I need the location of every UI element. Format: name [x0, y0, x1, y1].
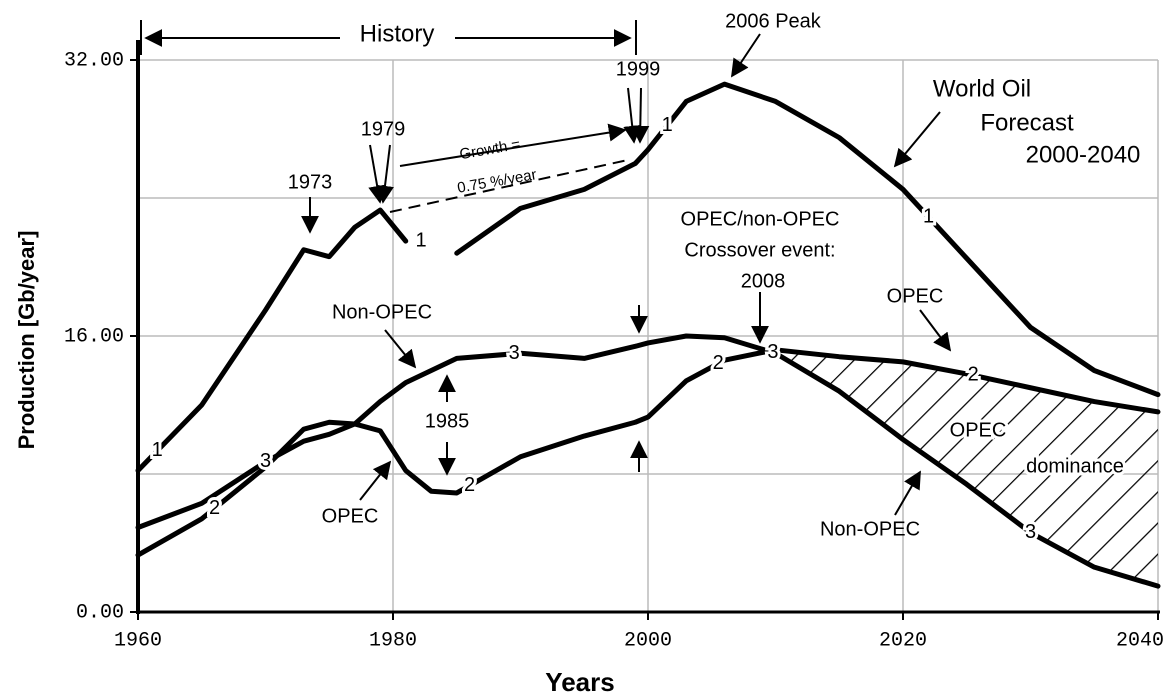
- x-tick-label: 2000: [624, 629, 672, 652]
- arrow: [919, 309, 952, 352]
- grid: [130, 59, 1159, 620]
- arrow: [631, 87, 650, 144]
- series-line: [135, 81, 1161, 474]
- arrow: [376, 144, 394, 204]
- annotation: 1973: [288, 171, 333, 193]
- annotation: World Oil: [933, 75, 1031, 102]
- annotation: dominance: [1026, 455, 1124, 477]
- series-label: 3: [509, 342, 520, 364]
- arrow: [359, 460, 392, 501]
- x-tick-label: 2040: [1116, 629, 1164, 652]
- series-label: 3: [260, 450, 271, 472]
- series-label: 2: [713, 352, 724, 374]
- series-label: 1: [152, 439, 163, 461]
- series-label: 2: [209, 497, 220, 519]
- y-tick-label: 0.00: [76, 601, 124, 624]
- y-axis-label: Production [Gb/year]: [14, 231, 39, 450]
- y-tick-label: 16.00: [64, 325, 124, 348]
- annotation: OPEC: [950, 419, 1007, 441]
- series-line: [135, 347, 1161, 558]
- annotation: OPEC: [887, 285, 944, 307]
- series-line: [135, 333, 1161, 589]
- series-label: 2: [464, 474, 475, 496]
- annotation: 0.75 %/year: [456, 166, 538, 197]
- dominance-hatch: [775, 349, 1158, 587]
- series-label: 3: [767, 341, 778, 363]
- annotation: 1999: [616, 58, 661, 80]
- annotation: OPEC: [322, 505, 379, 527]
- arrow: [399, 123, 627, 167]
- series-label: 1: [923, 205, 934, 227]
- plot-area: [135, 81, 1161, 589]
- annotation: 2008: [741, 270, 786, 292]
- annotation: Crossover event:: [684, 239, 835, 261]
- annotation: 2006 Peak: [725, 10, 822, 32]
- arrow: [731, 33, 761, 78]
- arrow: [623, 87, 642, 144]
- series-label: 1: [415, 229, 426, 251]
- annotation-arrows: [140, 20, 952, 516]
- arrow: [894, 470, 921, 516]
- x-tick-label: 2020: [879, 629, 927, 652]
- annotation: Forecast: [980, 109, 1074, 136]
- growth-trend: [389, 159, 629, 213]
- annotation: OPEC/non-OPEC: [681, 208, 840, 230]
- x-axis-label: Years: [545, 667, 614, 697]
- annotation: Non-OPEC: [332, 301, 432, 323]
- arrow: [384, 329, 417, 369]
- annotation: 2000-2040: [1026, 141, 1141, 168]
- series-label: 2: [968, 364, 979, 386]
- arrow: [893, 111, 941, 168]
- annotation: 1979: [361, 118, 406, 140]
- annotation: History: [360, 20, 435, 47]
- x-tick-label: 1960: [114, 629, 162, 652]
- annotation: Non-OPEC: [820, 518, 920, 540]
- series-label: 1: [662, 114, 673, 136]
- series-label: 3: [1025, 521, 1036, 543]
- y-tick-label: 32.00: [64, 49, 124, 72]
- annotation: 1985: [425, 410, 470, 432]
- x-tick-label: 1980: [369, 629, 417, 652]
- arrow: [368, 144, 387, 204]
- annotation: Growth =: [458, 136, 522, 163]
